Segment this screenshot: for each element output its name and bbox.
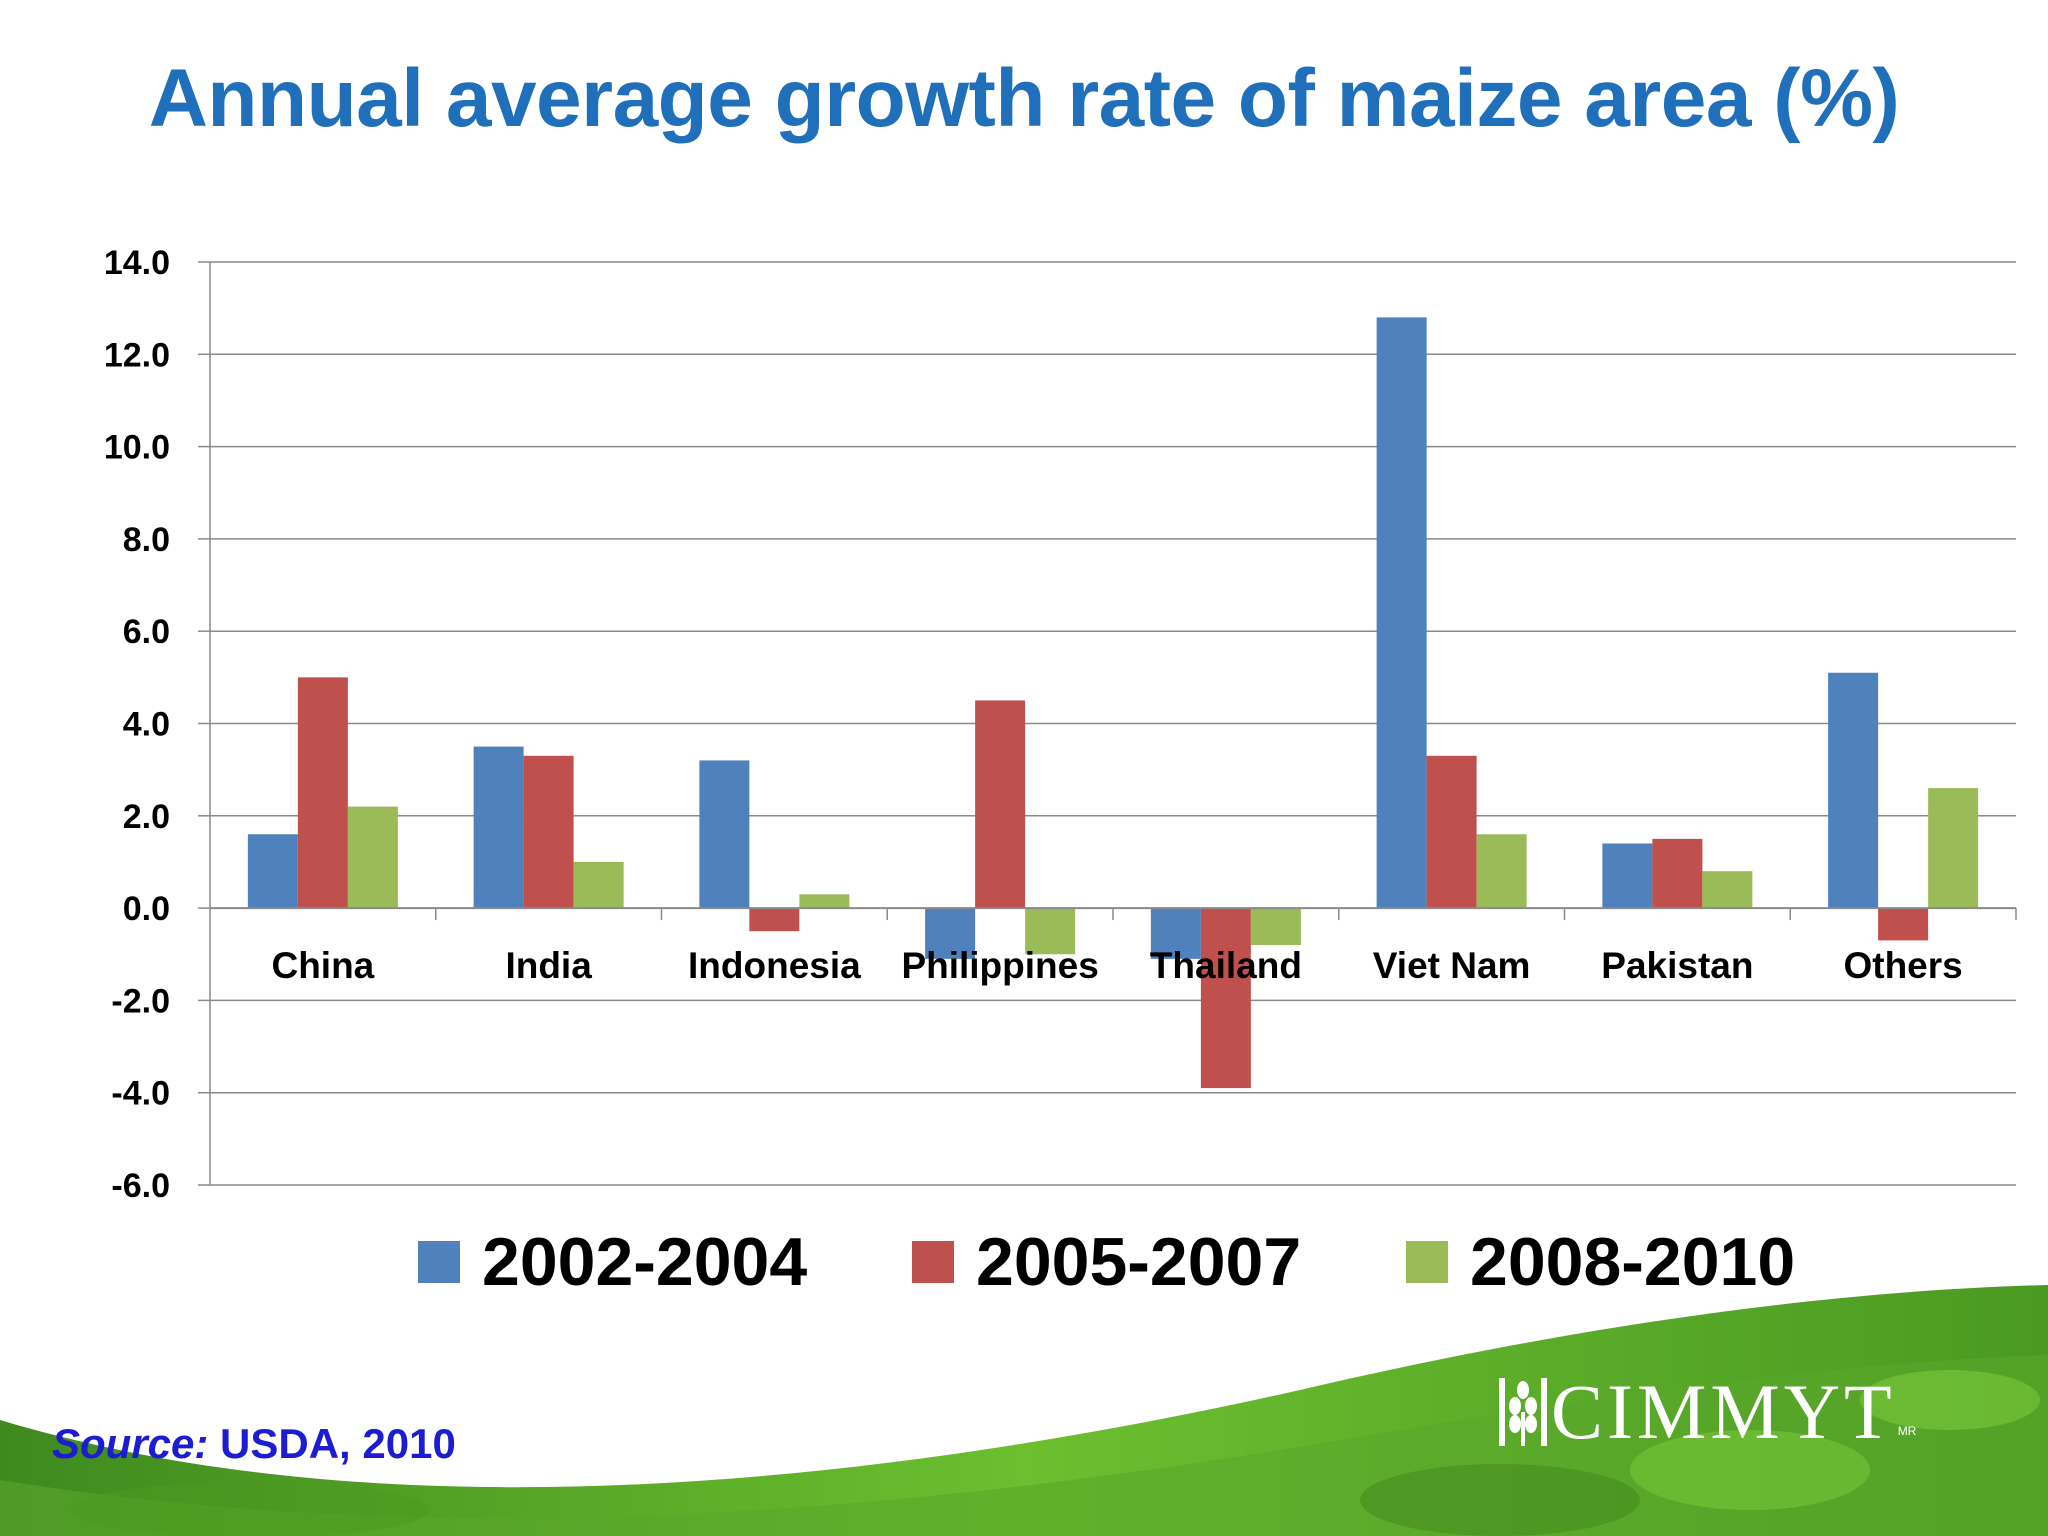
chart-title: Annual average growth rate of maize area… [148,53,1900,144]
bar [1426,755,1477,909]
axes [198,261,2017,1186]
legend-label: 2002-2004 [482,1224,808,1300]
bar [1250,908,1301,946]
logo-text: CIMMYT [1551,1368,1896,1455]
category-label: Thailand [1150,945,1302,986]
legend: 2002-2004 2005-2007 2008-2010 [0,1222,2048,1302]
bar [699,760,750,909]
bar [573,861,624,909]
category-label: Viet Nam [1373,945,1531,986]
legend-label: 2008-2010 [1470,1224,1796,1300]
cimmyt-logo: CIMMYT MR [1495,1368,1917,1455]
bar [1828,672,1879,909]
category-label: India [505,945,592,986]
y-tick-label: 12.0 [104,336,170,374]
category-label: China [271,945,374,986]
bar [1928,788,1979,909]
bar [1376,317,1427,909]
legend-item: 2002-2004 [418,1222,807,1302]
bar-chart: 14.012.010.08.06.04.02.00.0-2.0-4.0-6.0 … [104,244,2017,1200]
x-category-labels: China India Indonesia Philippines Thailand Vi… [271,945,1962,986]
category-label: Indonesia [688,945,861,986]
legend-swatch [912,1241,954,1283]
bar [1476,834,1527,909]
y-tick-label: 14.0 [104,244,170,282]
legend-item: 2008-2010 [1406,1222,1795,1302]
bar [297,677,348,909]
legend-swatch [1406,1241,1448,1283]
bar [925,908,976,959]
legend-item: 2005-2007 [912,1222,1301,1302]
y-tick-label: 10.0 [104,429,170,467]
bar [473,746,524,909]
bar [347,806,398,909]
y-tick-labels: 14.0 12.0 10.0 8.0 6.0 4.0 2.0 0.0 -2.0 -4.0 -6.0 [104,244,170,1200]
y-tick-label: 4.0 [123,706,170,744]
bar [799,894,850,909]
bars [247,317,1979,1089]
source-text: USDA, 2010 [208,1420,456,1467]
wheat-icon [1499,1378,1547,1446]
bar [523,755,574,909]
bar [1702,871,1753,909]
y-tick-label: 8.0 [123,521,170,559]
y-tick-label: -6.0 [111,1167,170,1200]
category-label: Others [1843,945,1962,986]
bar [749,908,800,932]
bar [1150,908,1201,959]
source-key: Source: [52,1420,209,1467]
y-tick-label: -4.0 [111,1075,170,1113]
legend-swatch [418,1241,460,1283]
bar [975,700,1026,909]
category-label: Pakistan [1601,945,1753,986]
bar [1602,843,1653,909]
y-tick-label: -2.0 [111,982,170,1020]
y-tick-label: 0.0 [123,890,170,928]
bar [1878,908,1929,941]
bar [1200,908,1251,1089]
source-note: Source: USDA, 2010 [52,1420,456,1468]
bar [247,834,298,909]
bar [1025,908,1076,955]
y-tick-label: 2.0 [123,798,170,836]
logo-mark: MR [1897,1424,1917,1438]
category-label: Philippines [901,945,1098,986]
legend-label: 2005-2007 [976,1224,1302,1300]
y-tick-label: 6.0 [123,613,170,651]
bar [1652,838,1703,909]
gridlines [210,261,2016,1186]
